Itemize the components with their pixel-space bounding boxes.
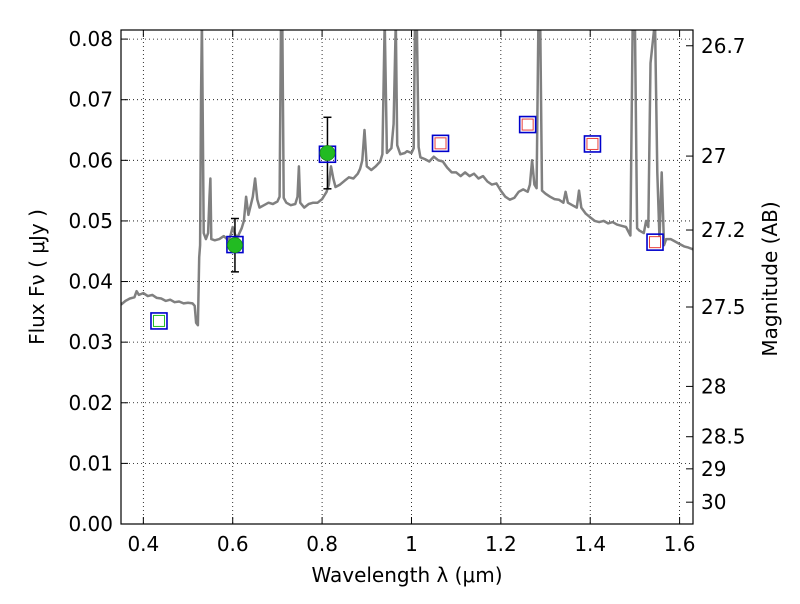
- plot-frame: [120, 29, 694, 525]
- photometry-markers: [150, 115, 664, 330]
- model-photometry-square: [431, 134, 450, 153]
- nondetection-square: [586, 137, 599, 150]
- right-tick-label: 27: [701, 144, 726, 168]
- y-axis-ticks: 0.00 0.01 0.02 0.03 0.04 0.05 0.06 0.07 0.08: [68, 27, 128, 536]
- right-axis-ticks: 26.7 27 27.2 27.5 28 28.5 29 30: [686, 34, 746, 514]
- y-tick-label: 0.07: [68, 88, 113, 112]
- grid-lines: [121, 30, 693, 525]
- x-axis-label: Wavelength λ (μm): [311, 563, 502, 587]
- model-photometry-square: [646, 233, 664, 251]
- right-tick-label: 30: [701, 490, 726, 514]
- nondetection-square: [649, 236, 662, 249]
- right-tick-label: 28: [701, 374, 726, 398]
- x-tick-label: 0.8: [306, 532, 338, 556]
- y-tick-label: 0.01: [68, 451, 113, 475]
- right-tick-label: 29: [701, 457, 726, 481]
- x-tick-label: 0.6: [217, 532, 249, 556]
- x-tick-label: 1.2: [485, 532, 517, 556]
- y-tick-label: 0.04: [68, 270, 113, 294]
- detection-point: [227, 237, 243, 254]
- x-tick-label: 1: [405, 532, 418, 556]
- model-photometry-square: [518, 115, 537, 134]
- model-photometry-square: [583, 135, 602, 153]
- x-tick-label: 1.4: [574, 532, 606, 556]
- right-tick-label: 27.2: [701, 218, 746, 242]
- y-tick-label: 0.08: [68, 27, 113, 51]
- y-axis-label: Flux Fν ( μJy ): [25, 209, 49, 345]
- right-tick-label: 28.5: [701, 425, 746, 449]
- x-tick-label: 0.4: [127, 532, 159, 556]
- right-tick-label: 26.7: [701, 34, 746, 58]
- model-spectrum: [121, 30, 693, 327]
- y-tick-label: 0.00: [68, 512, 113, 536]
- x-axis-ticks: 0.4 0.6 0.8 1 1.2 1.4 1.6: [127, 30, 696, 556]
- detection-point: [319, 145, 336, 161]
- nondetection-square: [434, 137, 447, 150]
- y-tick-label: 0.02: [68, 391, 113, 415]
- y-tick-label: 0.03: [68, 330, 113, 354]
- right-axis-label: Magnitude (AB): [758, 201, 782, 356]
- y-tick-label: 0.05: [68, 209, 113, 233]
- right-tick-label: 27.5: [701, 295, 746, 319]
- y-tick-label: 0.06: [68, 148, 113, 172]
- model-photometry-square: [150, 312, 168, 330]
- spectrum-line: [121, 30, 693, 327]
- nondetection-square: [521, 118, 534, 131]
- weak-detection-square: [152, 314, 165, 327]
- x-tick-label: 1.6: [664, 532, 696, 556]
